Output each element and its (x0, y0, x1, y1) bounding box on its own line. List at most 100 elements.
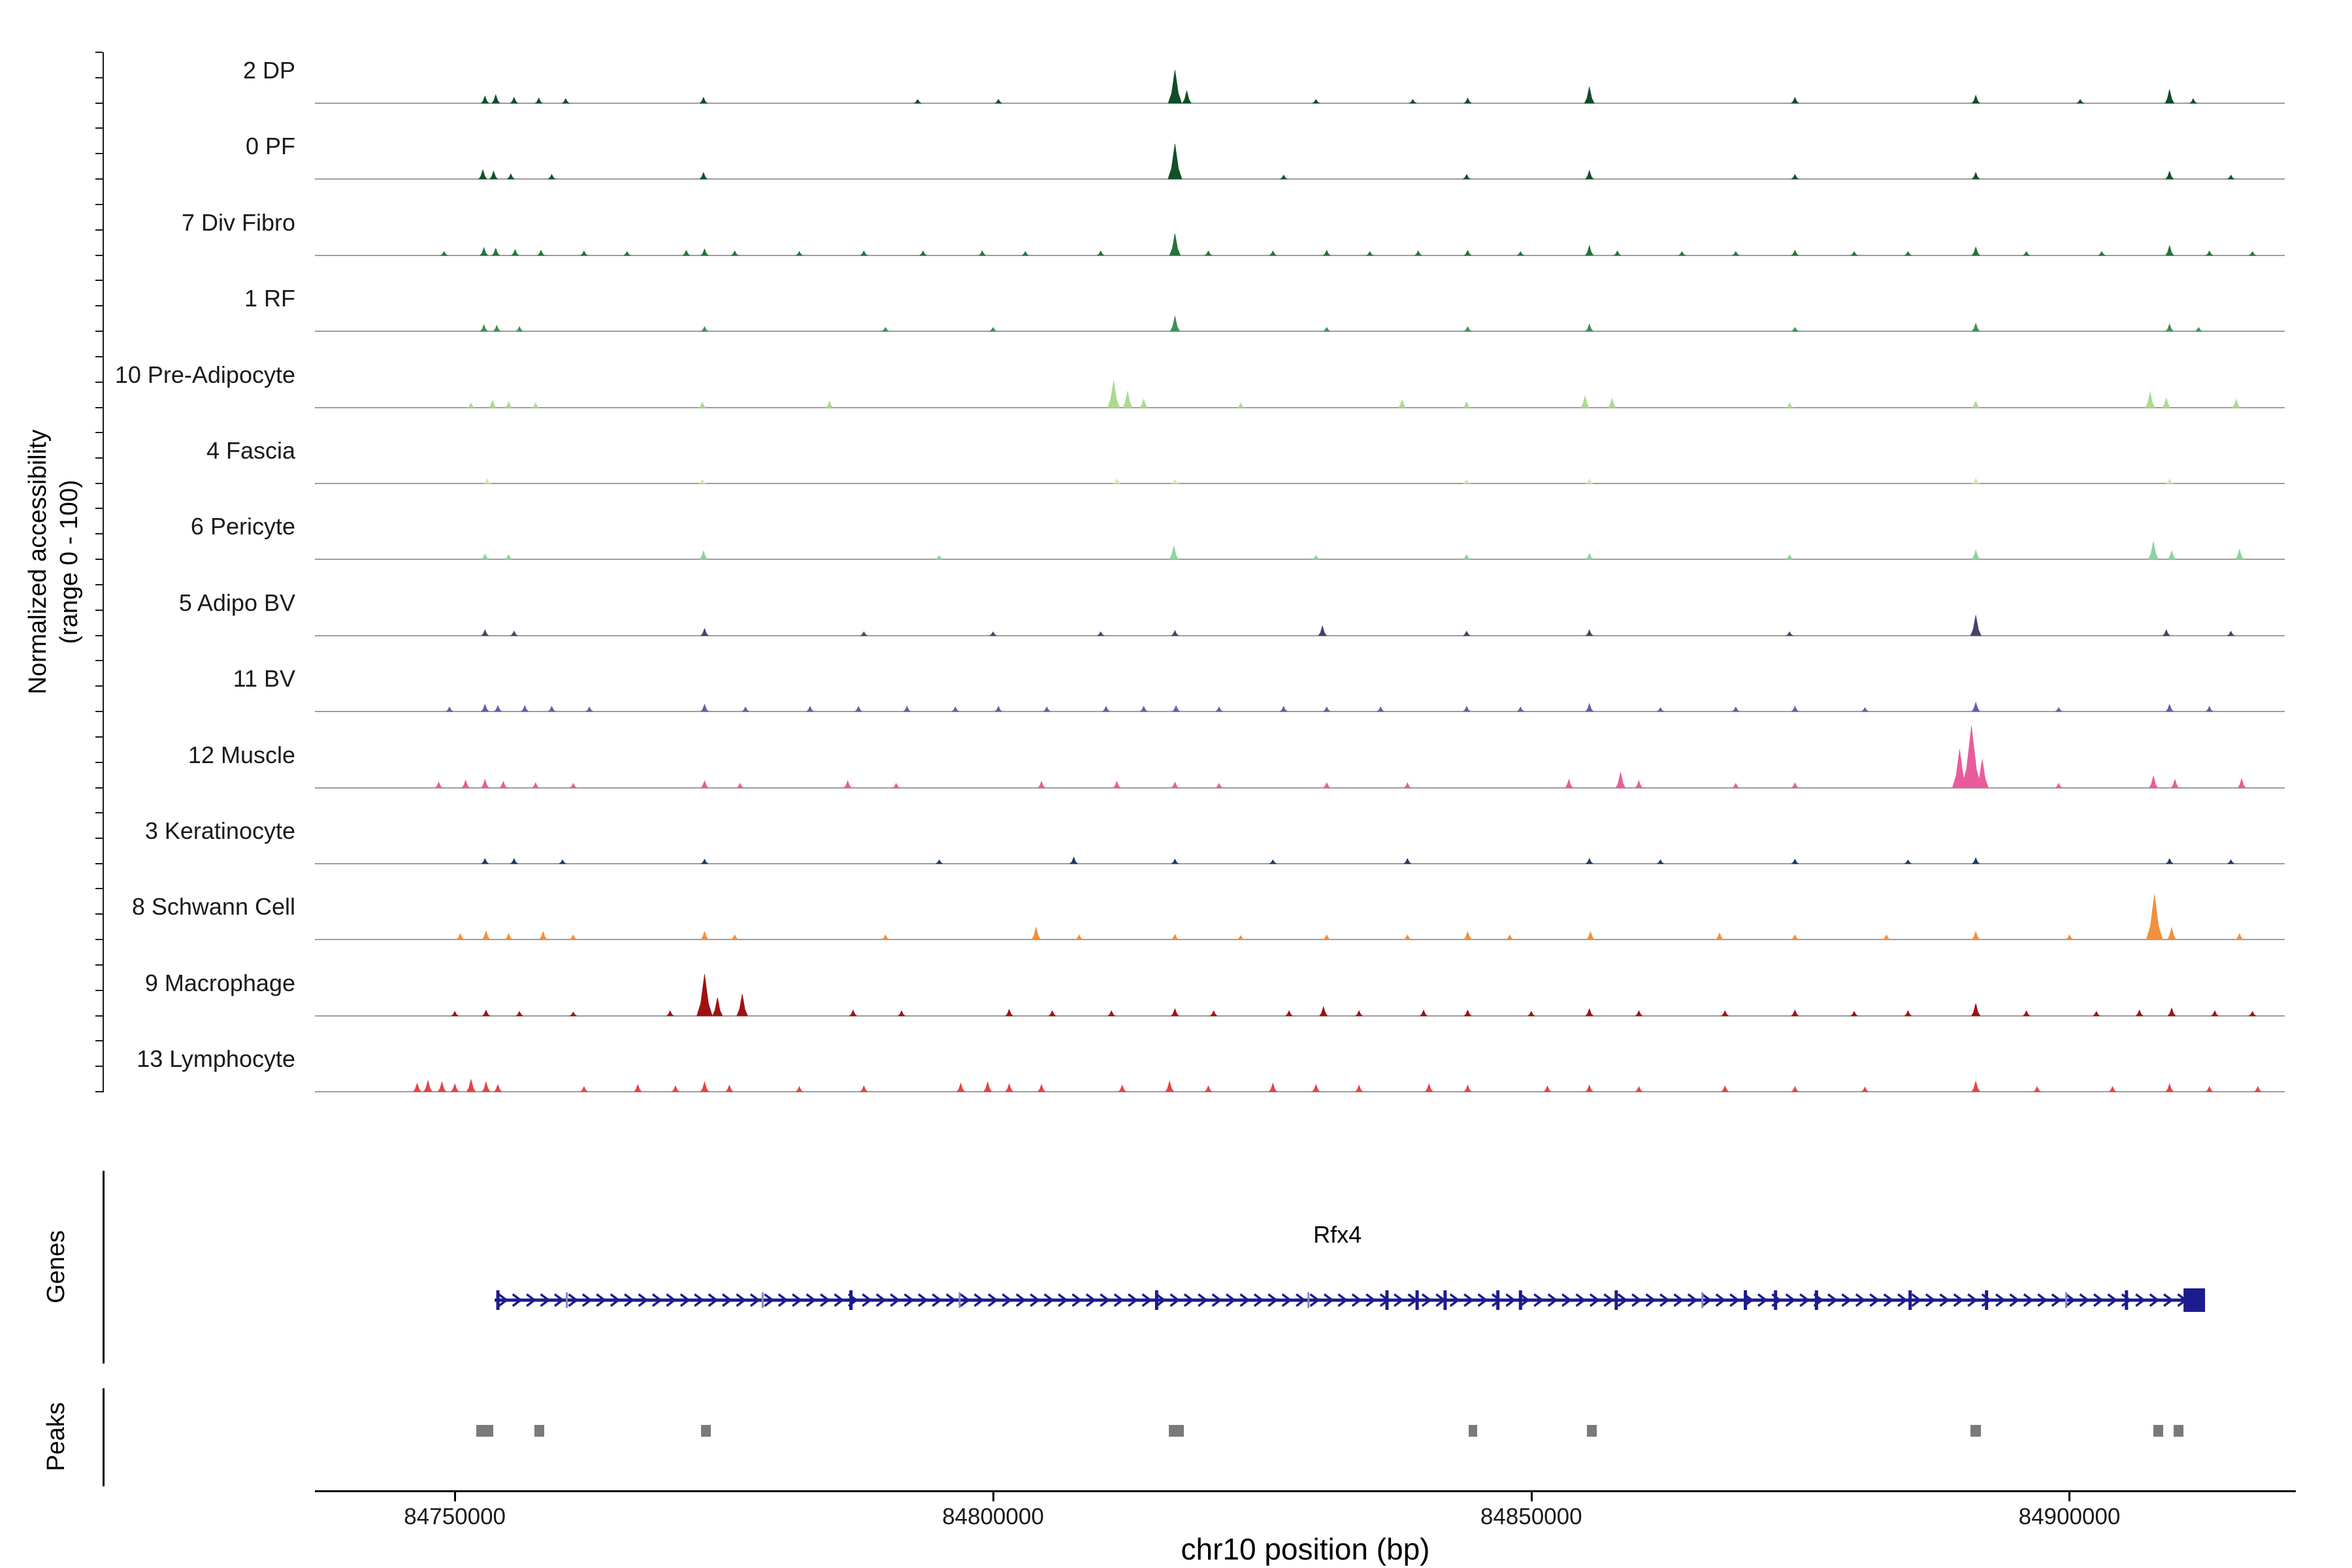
minor-exon-mark (566, 1292, 568, 1308)
signal-peak (510, 858, 519, 864)
signal-peak (2076, 99, 2085, 104)
signal-peak (480, 858, 489, 864)
signal-peak (2234, 549, 2244, 560)
signal-peak (700, 931, 710, 940)
exon-mark (1154, 1290, 1158, 1310)
signal-peak (538, 931, 547, 940)
signal-peak (741, 706, 750, 712)
y-axis-tick (95, 52, 103, 53)
signal-peak (1236, 935, 1245, 940)
signal-peak (2170, 778, 2180, 788)
strand-arrow-icon (764, 1293, 775, 1307)
signal-peak (2235, 933, 2244, 940)
signal-peak (1118, 1085, 1127, 1092)
track-label: 10 Pre-Adipocyte (114, 361, 295, 388)
signal-peak (1635, 1086, 1643, 1092)
signal-peak (1107, 380, 1120, 408)
y-axis-tick (95, 634, 103, 636)
signal-peak (440, 251, 448, 256)
y-axis-tick (95, 508, 103, 510)
signal-peak (2232, 398, 2241, 408)
signal-peak (536, 250, 546, 256)
peak-box (534, 1425, 544, 1437)
strand-arrow-icon (1015, 1293, 1026, 1307)
signal-peak (1048, 1010, 1056, 1017)
signal-peak (569, 934, 578, 940)
signal-peak (1463, 931, 1473, 940)
strand-arrow-icon (1827, 1293, 1838, 1307)
signal-peak (531, 402, 540, 408)
signal-peak (1403, 858, 1412, 864)
signal-peak (913, 99, 922, 104)
signal-peak (1462, 554, 1471, 560)
track-label: 7 Div Fibro (181, 208, 295, 236)
signal-peak (1720, 1010, 1729, 1017)
signal-peak (1168, 144, 1183, 180)
strand-arrow-icon (749, 1293, 760, 1307)
signal-peak (1790, 97, 1799, 104)
signal-peak (2248, 251, 2257, 256)
signal-peak (1634, 779, 1644, 788)
signal-peak (730, 250, 739, 256)
y-axis-tick (95, 127, 103, 129)
signal-peak (1075, 934, 1084, 940)
signal-peak (482, 1081, 491, 1092)
signal-peak (956, 1083, 966, 1092)
signal-peak (2166, 926, 2177, 940)
signal-peak (1791, 781, 1799, 788)
signal-peak (881, 327, 890, 332)
signal-peak (1861, 1086, 1869, 1092)
strand-arrow-icon (1477, 1293, 1488, 1307)
exon-mark (1774, 1290, 1778, 1310)
signal-peak (1037, 1084, 1046, 1092)
strand-arrow-icon (666, 1293, 677, 1307)
signal-peak (478, 169, 487, 180)
strand-arrow-icon (904, 1293, 915, 1307)
track-label: 13 Lymphocyte (137, 1045, 295, 1073)
signal-peak (825, 400, 834, 408)
strand-arrow-icon (2093, 1293, 2104, 1307)
signal-peak (1791, 250, 1799, 256)
signal-peak (569, 782, 578, 788)
signal-peak (1971, 549, 1980, 560)
strand-arrow-icon (1589, 1293, 1600, 1307)
signal-peak (1585, 1007, 1594, 1017)
strand-arrow-icon (1113, 1293, 1124, 1307)
signal-peak (994, 706, 1003, 712)
signal-peak (1171, 781, 1179, 788)
track-signal (315, 894, 2285, 941)
y-axis-tick (95, 381, 103, 383)
signal-peak (711, 997, 723, 1017)
signal-peak (1731, 251, 1740, 256)
strand-arrow-icon (1505, 1293, 1516, 1307)
signal-peak (1585, 703, 1594, 712)
signal-peak (1204, 1085, 1213, 1092)
signal-peak (1139, 706, 1148, 712)
y-axis-rail (103, 52, 104, 1092)
signal-peak (623, 251, 632, 256)
signal-peak (1656, 707, 1665, 712)
strand-arrow-icon (1715, 1293, 1726, 1307)
signal-peak (1318, 1005, 1328, 1017)
signal-peak (1005, 1083, 1014, 1092)
signal-peak (547, 706, 556, 712)
signal-peak (1585, 323, 1594, 332)
signal-peak (1585, 858, 1594, 864)
signal-peak (558, 859, 567, 864)
signal-peak (1791, 1086, 1799, 1092)
signal-peak (1462, 174, 1471, 180)
signal-peak (2189, 98, 2198, 104)
signal-peak (1463, 1009, 1472, 1017)
strand-arrow-icon (553, 1293, 564, 1307)
x-axis-tick-label: 84850000 (1480, 1504, 1582, 1529)
peak-box (476, 1425, 494, 1437)
strand-arrow-icon (1953, 1293, 1964, 1307)
y-axis-tick (95, 812, 103, 813)
x-axis-tick (454, 1492, 457, 1501)
signal-peak (897, 1010, 906, 1017)
signal-peak (480, 704, 489, 712)
exon-mark (1518, 1290, 1522, 1310)
signal-peak (1169, 316, 1181, 332)
y-axis-tick (95, 178, 103, 180)
y-axis-tick (95, 913, 103, 915)
